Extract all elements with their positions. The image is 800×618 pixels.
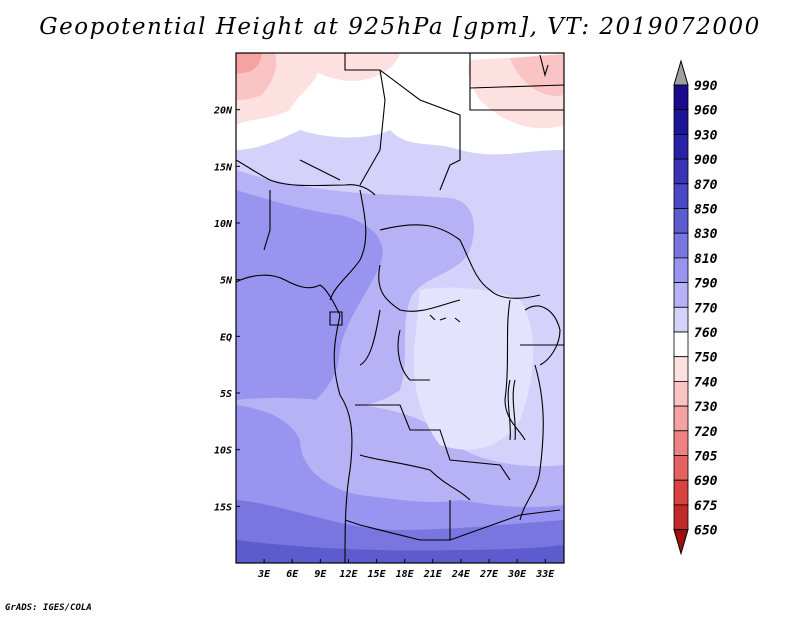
colorbar-swatch <box>673 479 689 506</box>
colorbar-swatch <box>673 158 689 185</box>
colorbar-label: 690 <box>694 474 718 489</box>
colorbar-swatch <box>673 183 689 209</box>
colorbar-swatch <box>673 331 689 358</box>
colorbar-label: 960 <box>694 104 718 119</box>
colorbar-label: 750 <box>694 351 718 366</box>
colorbar-label: 830 <box>694 227 718 242</box>
colorbar-label: 990 <box>694 79 718 94</box>
colorbar-swatch <box>673 84 689 111</box>
colorbar-label: 900 <box>694 153 718 168</box>
colorbar-swatch <box>673 257 689 283</box>
colorbar-swatch <box>673 430 689 456</box>
x-tick-label: 24E <box>451 569 471 580</box>
country-boundaries <box>236 53 564 563</box>
x-tick-label: 12E <box>339 569 358 580</box>
colorbar-label: 650 <box>694 524 718 539</box>
colorbar-bottom-arrow <box>673 529 689 556</box>
y-tick-label: 10N <box>214 219 233 230</box>
y-tick-label: 15S <box>214 502 232 513</box>
colorbar: 990 960 930 900 870 850 830 810 790 770 760 750 740 7… <box>673 59 718 556</box>
x-tick-label: 9E <box>314 569 327 580</box>
colorbar-swatch <box>673 455 689 481</box>
y-tick-label: EQ <box>220 332 232 343</box>
colorbar-label: 740 <box>694 375 718 390</box>
y-tick-label: 5N <box>220 276 233 287</box>
y-tick-label: 10S <box>214 446 232 457</box>
x-tick-label: 33E <box>535 569 555 580</box>
x-tick-label: 3E <box>257 569 271 580</box>
longitude-axis: 3E 6E 9E 12E 15E 18E 21E 24E 27E 30E 33E <box>257 559 555 580</box>
grads-credit: GrADS: IGES/COLA <box>5 603 92 613</box>
height-field <box>236 53 564 563</box>
colorbar-swatch <box>673 133 689 160</box>
colorbar-swatch <box>673 356 689 382</box>
x-tick-label: 21E <box>423 569 443 580</box>
colorbar-swatch <box>673 208 689 234</box>
x-tick-label: 18E <box>396 569 415 580</box>
x-tick-label: 15E <box>368 569 387 580</box>
colorbar-label: 720 <box>694 425 718 440</box>
map-frame <box>235 52 565 564</box>
colorbar-label: 870 <box>694 178 718 193</box>
x-tick-label: 30E <box>507 569 527 580</box>
colorbar-swatch <box>673 405 689 432</box>
colorbar-label: 790 <box>694 277 718 292</box>
colorbar-label: 760 <box>694 326 718 341</box>
colorbar-label: 770 <box>694 301 718 316</box>
colorbar-label: 730 <box>694 400 718 415</box>
latitude-axis: 20N 15N 10N 5N EQ 5S 10S 15S <box>213 106 240 513</box>
colorbar-swatch <box>673 282 689 308</box>
colorbar-swatch <box>673 504 689 530</box>
x-tick-label: 27E <box>479 569 499 580</box>
colorbar-swatch <box>673 380 689 407</box>
x-tick-label: 6E <box>286 569 299 580</box>
colorbar-swatch <box>673 306 689 333</box>
colorbar-label: 810 <box>694 252 718 267</box>
colorbar-label: 675 <box>694 499 718 514</box>
colorbar-label: 850 <box>694 203 718 218</box>
colorbar-label: 930 <box>694 128 718 143</box>
y-tick-label: 20N <box>213 106 233 117</box>
colorbar-label: 705 <box>694 450 718 465</box>
map-title: Geopotential Height at 925hPa [gpm], VT:… <box>39 14 761 40</box>
colorbar-top-arrow <box>673 59 689 86</box>
colorbar-swatch <box>673 109 689 135</box>
y-tick-label: 5S <box>220 389 232 400</box>
y-tick-label: 15N <box>214 162 233 173</box>
colorbar-swatch <box>673 232 689 259</box>
